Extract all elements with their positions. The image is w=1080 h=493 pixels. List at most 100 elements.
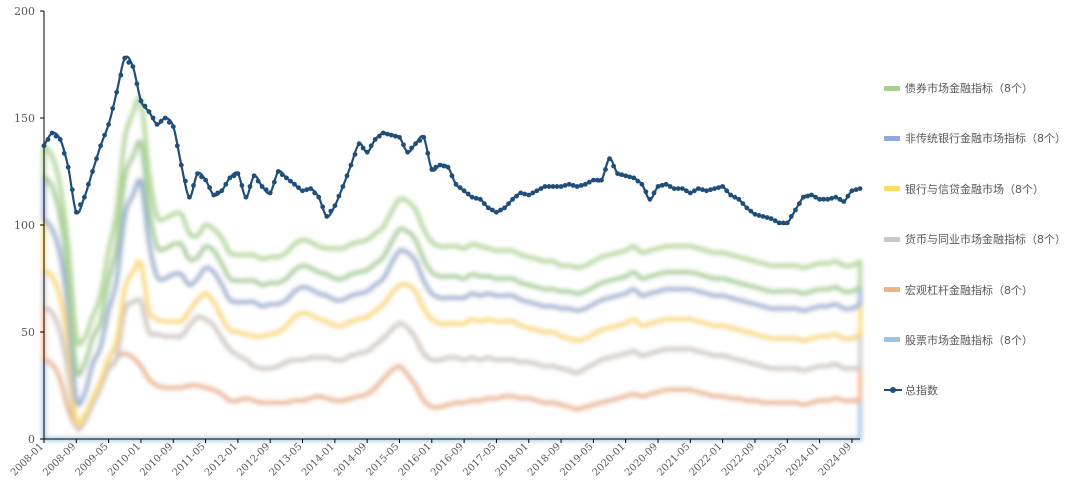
total-point (788, 214, 794, 219)
legend-item-total: 总指数 (884, 380, 1074, 400)
x-tick-label: 2022-01 (688, 441, 725, 478)
legend-label: 总指数 (905, 384, 938, 398)
total-point (647, 196, 653, 202)
total-point (510, 196, 515, 202)
total-point (526, 192, 532, 198)
total-point (223, 181, 229, 187)
x-tick-label: 2019-05 (558, 441, 595, 478)
y-tick-label: 50 (21, 326, 35, 339)
x-tick-label: 2009-05 (74, 441, 111, 478)
total-point (853, 187, 859, 193)
x-tick-label: 2016-01 (397, 441, 434, 478)
total-point (65, 164, 71, 170)
total-point (477, 196, 483, 202)
total-point (663, 181, 669, 187)
total-point (716, 185, 721, 191)
total-point (764, 215, 770, 220)
total-point (490, 207, 495, 213)
x-tick-label: 2015-05 (364, 441, 401, 478)
total-point (712, 186, 717, 192)
x-tick-label: 2020-09 (623, 441, 660, 478)
total-point (700, 187, 705, 193)
total-point (215, 190, 221, 196)
x-tick-label: 2024-01 (785, 441, 822, 478)
total-point (558, 184, 564, 189)
total-point (126, 60, 132, 65)
total-point (562, 183, 568, 188)
total-point (797, 201, 802, 207)
total-point (154, 122, 160, 127)
legend: 债券市场金融指标（8个） 非传统银行金融市场指标（8个） 银行与信贷金融市场（8个）… (884, 78, 1074, 431)
total-point (288, 178, 293, 184)
total-point (671, 186, 677, 192)
total-point (453, 181, 459, 187)
x-tick-label: 2010-01 (106, 441, 143, 478)
total-point (413, 141, 418, 147)
total-point (203, 177, 209, 183)
total-point (352, 152, 358, 157)
legend-item: 股票市场金融指标（8个） (884, 330, 1074, 350)
total-point (110, 106, 116, 111)
total-point (130, 64, 136, 69)
total-point (821, 196, 826, 202)
total-point (748, 208, 754, 214)
x-tick-label: 2008-09 (41, 441, 78, 478)
total-point (615, 171, 620, 177)
y-tick-label: 0 (28, 433, 35, 446)
total-point (275, 169, 281, 174)
total-point (586, 179, 592, 185)
total-point (82, 194, 87, 200)
x-tick-label: 2013-05 (267, 441, 304, 478)
total-point (41, 143, 47, 149)
total-point (582, 181, 588, 187)
total-point (433, 164, 439, 170)
total-point (445, 164, 451, 170)
total-point (469, 194, 475, 200)
total-point (94, 156, 99, 162)
total-point (546, 184, 552, 189)
total-point (255, 178, 261, 184)
total-point (554, 184, 560, 189)
total-point (502, 205, 507, 211)
total-point (833, 194, 839, 200)
area-series-5 (41, 95, 863, 378)
total-point (776, 220, 782, 226)
total-point (195, 171, 200, 177)
total-point (332, 203, 338, 209)
total-point (473, 195, 479, 201)
total-point (675, 186, 681, 192)
total-point (518, 190, 524, 196)
legend-label: 货币与同业市场金融指标（8个） (905, 233, 1066, 247)
legend-item: 货币与同业市场金融指标（8个） (884, 229, 1074, 249)
total-point (243, 194, 249, 200)
total-point (90, 169, 95, 174)
total-point (429, 167, 435, 172)
total-point (683, 188, 689, 194)
total-point (457, 185, 463, 191)
total-point (849, 188, 855, 194)
total-point (146, 109, 152, 114)
total-point (538, 186, 544, 192)
legend-swatch (884, 236, 900, 242)
total-point (405, 149, 410, 155)
total-point (73, 209, 79, 215)
total-point (57, 137, 63, 142)
x-tick-label: 2018-09 (526, 441, 563, 478)
total-point (304, 187, 309, 193)
total-point (98, 143, 103, 149)
total-point (376, 133, 382, 139)
total-point (235, 171, 241, 177)
total-point (720, 184, 726, 189)
total-point (271, 179, 277, 185)
total-point (324, 214, 330, 219)
total-point (385, 131, 390, 137)
total-point (279, 172, 285, 178)
total-point (251, 173, 257, 179)
total-point (591, 177, 596, 183)
total-point (752, 211, 758, 217)
total-point (522, 191, 528, 197)
total-point (772, 218, 778, 224)
y-tick-label: 150 (14, 112, 35, 125)
total-point (284, 175, 289, 181)
